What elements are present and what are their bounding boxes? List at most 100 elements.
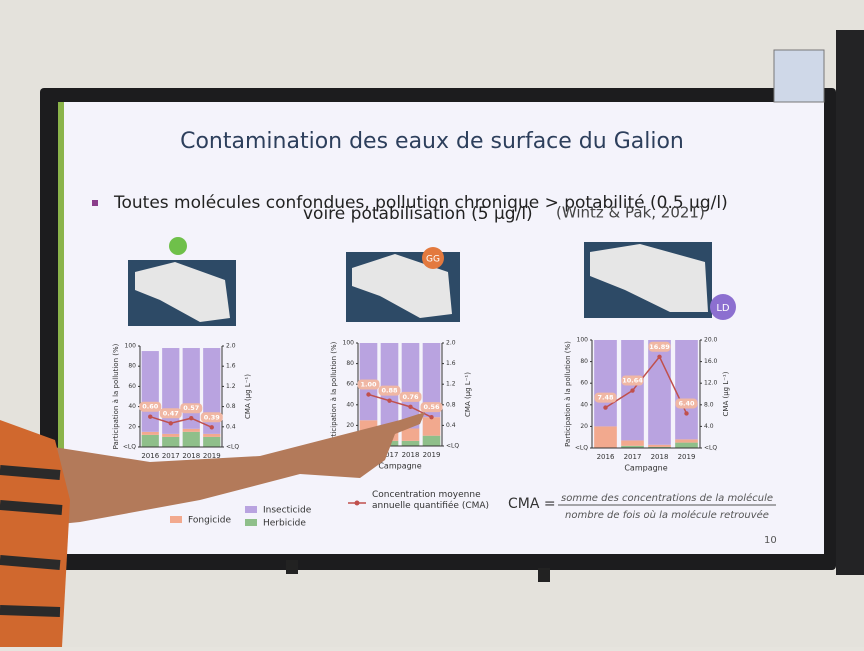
bullet-text: voire potabilisation (5 µg/l) xyxy=(303,204,533,224)
y2-tick-label: 1.2 xyxy=(226,383,236,390)
bar-segment xyxy=(162,436,180,447)
cma-label: 1.00 xyxy=(360,381,377,389)
bar-segment xyxy=(675,340,698,440)
x-tick-label: 2018 xyxy=(402,451,420,459)
x-tick-label: 2018 xyxy=(182,452,200,460)
y-tick-label: 60 xyxy=(580,380,588,387)
label-box xyxy=(420,402,443,413)
bar-segment xyxy=(401,440,420,446)
y2-axis-label: CMA (µg L⁻¹) xyxy=(722,371,730,416)
cma-point xyxy=(630,388,635,393)
y-tick-label: 20 xyxy=(580,423,588,430)
formula-lhs: CMA = xyxy=(508,496,556,512)
y2-tick-label: 1.6 xyxy=(226,363,236,370)
y-tick-label: 40 xyxy=(346,401,354,408)
cma-line xyxy=(150,415,213,428)
y-tick-label: <LQ xyxy=(123,444,136,451)
y2-tick-label: 8.0 xyxy=(704,401,714,408)
formula-denominator: nombre de fois où la molécule retrouvée xyxy=(565,509,769,521)
x-tick-label: 2017 xyxy=(624,453,642,461)
y-tick-label: 20 xyxy=(128,423,136,430)
label-box xyxy=(675,398,698,409)
bar-segment xyxy=(401,343,420,429)
label-box xyxy=(594,392,617,403)
bar-segment xyxy=(182,431,200,447)
y-tick-label: <LQ xyxy=(575,445,588,452)
label-box xyxy=(180,403,203,414)
site-label: GG xyxy=(426,255,440,265)
x-tick-label: 2017 xyxy=(162,452,180,460)
label-box xyxy=(200,412,223,423)
cma-label: 0.56 xyxy=(423,403,440,411)
cma-line xyxy=(368,393,432,418)
cma-label: 6.40 xyxy=(678,399,695,407)
cma-line xyxy=(605,355,688,414)
y-tick-label: 80 xyxy=(580,358,588,365)
x-tick-label: 2019 xyxy=(678,453,696,461)
slide-edge xyxy=(58,102,64,554)
y2-tick-label: 1.6 xyxy=(446,360,456,367)
bar-segment xyxy=(648,446,671,448)
y-tick-label: 60 xyxy=(128,383,136,390)
legend-label: Insecticide xyxy=(263,506,312,516)
page-number: 10 xyxy=(764,535,777,546)
y2-tick-label: 2.0 xyxy=(226,343,236,350)
label-box xyxy=(139,401,162,412)
label-box xyxy=(399,391,422,402)
site-label: LD xyxy=(716,303,730,314)
y2-tick-label: 2.0 xyxy=(446,340,456,347)
y2-axis-label: CMA (µg L⁻¹) xyxy=(244,374,252,419)
bar-segment xyxy=(422,417,441,436)
bar-segment xyxy=(401,428,420,441)
bar-segment xyxy=(182,428,200,432)
bar-segment xyxy=(675,442,698,448)
y-tick-label: 60 xyxy=(346,381,354,388)
legend-label: Herbicide xyxy=(263,519,306,529)
y-axis-label: Participation à la pollution (%) xyxy=(112,343,120,449)
x-tick-label: 2019 xyxy=(423,451,441,459)
cma-point xyxy=(366,392,371,397)
x-tick-label: 2017 xyxy=(381,451,399,459)
y-tick-label: 40 xyxy=(128,403,136,410)
cma-label: 0.47 xyxy=(163,409,179,417)
y2-tick-label: 0.8 xyxy=(446,401,456,408)
bar-segment xyxy=(203,433,221,437)
cma-label: 16.89 xyxy=(649,343,670,351)
legend-label: Fongicide xyxy=(188,516,231,526)
tv-mount xyxy=(286,560,298,574)
y-tick-label: 20 xyxy=(346,422,354,429)
cma-point xyxy=(209,425,214,430)
y-tick-label: 100 xyxy=(577,337,589,344)
y2-tick-label: <LQ xyxy=(704,445,717,452)
legend xyxy=(170,500,366,526)
bar-segment xyxy=(594,426,617,448)
y2-tick-label: <LQ xyxy=(446,443,459,450)
bar-segment xyxy=(422,435,441,446)
cma-point xyxy=(429,414,434,420)
second-tv xyxy=(836,30,864,575)
cma-point xyxy=(408,404,413,410)
bar-segment xyxy=(141,351,159,432)
bar-segment xyxy=(203,436,221,447)
cma-label: 0.76 xyxy=(402,393,419,401)
y-tick-label: 100 xyxy=(125,343,137,350)
label-box xyxy=(378,385,401,396)
x-tick-label: 2018 xyxy=(651,453,669,461)
cma-point xyxy=(657,354,662,359)
y2-axis-label: CMA (µg L⁻¹) xyxy=(464,372,472,417)
label-box xyxy=(648,341,671,352)
cma-label: 0.60 xyxy=(142,403,159,411)
y2-tick-label: 4.0 xyxy=(704,423,714,430)
y2-tick-label: 20.0 xyxy=(704,337,718,344)
cma-point xyxy=(148,414,153,419)
bar-segment xyxy=(141,434,159,447)
presenter-arm xyxy=(0,412,425,647)
formula-numerator: somme des concentrations de la molécule xyxy=(561,492,773,504)
y2-tick-label: 0.4 xyxy=(446,422,456,429)
tv-mount xyxy=(538,568,550,582)
bar-segment xyxy=(621,440,644,446)
y2-tick-label: 12.0 xyxy=(704,380,718,387)
bar-segment xyxy=(621,445,644,448)
